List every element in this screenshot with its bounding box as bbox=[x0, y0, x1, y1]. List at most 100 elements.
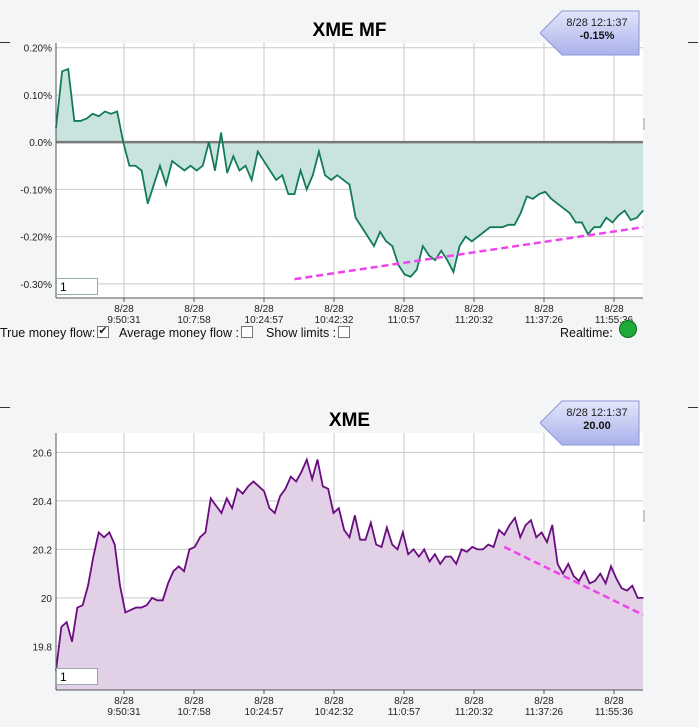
true-money-flow-label: True money flow: bbox=[0, 326, 96, 340]
data-point bbox=[359, 539, 361, 541]
data-point bbox=[146, 604, 148, 606]
chart-title: XME bbox=[328, 410, 371, 431]
y-tick-label: 20.2 bbox=[33, 545, 53, 556]
true-money-flow-checkbox[interactable] bbox=[97, 324, 110, 338]
data-point bbox=[538, 193, 540, 195]
y-tick-label: -0.10% bbox=[20, 185, 52, 196]
data-point bbox=[215, 505, 217, 507]
data-point bbox=[312, 174, 314, 176]
data-point bbox=[391, 543, 393, 546]
data-point bbox=[61, 70, 63, 72]
data-point bbox=[418, 556, 420, 558]
x-tick-date: 8/28 bbox=[604, 696, 624, 707]
data-point bbox=[525, 524, 527, 526]
data-point bbox=[513, 224, 516, 226]
data-point bbox=[252, 480, 255, 483]
data-point bbox=[188, 548, 191, 550]
data-point bbox=[370, 522, 372, 524]
data-point bbox=[232, 155, 234, 157]
data-point bbox=[202, 165, 204, 167]
y-tick-label: 0.10% bbox=[24, 91, 52, 102]
data-point bbox=[348, 184, 351, 186]
x-tick-time: 11:20:32 bbox=[455, 707, 494, 718]
y-tick-label: 0.20% bbox=[24, 44, 52, 55]
data-point bbox=[299, 169, 302, 172]
x-tick-date: 8/28 bbox=[114, 696, 134, 707]
data-point bbox=[508, 524, 511, 526]
data-point bbox=[610, 565, 612, 567]
data-point bbox=[279, 495, 281, 497]
data-point bbox=[98, 531, 100, 534]
data-point bbox=[594, 580, 596, 582]
data-point bbox=[348, 536, 351, 538]
data-point bbox=[330, 179, 332, 181]
data-point bbox=[483, 231, 485, 233]
average-money-flow-checkbox[interactable] bbox=[240, 326, 253, 338]
x-tick-date: 8/28 bbox=[324, 304, 344, 315]
data-point bbox=[140, 606, 142, 609]
x-tick-date: 8/28 bbox=[184, 696, 204, 707]
trend-line bbox=[294, 225, 644, 281]
data-point bbox=[354, 514, 356, 517]
realtime-value: 20.00 bbox=[583, 420, 611, 432]
data-point bbox=[495, 226, 497, 228]
range-input[interactable] bbox=[56, 278, 98, 295]
price-panel: 20.6 20.4 20.2 20 19.8 8/28 9:50:31 8/28 10:7:58… bbox=[0, 380, 699, 727]
data-point bbox=[458, 245, 461, 247]
data-point bbox=[108, 531, 110, 534]
data-point bbox=[615, 577, 617, 580]
data-point bbox=[268, 507, 271, 509]
data-point bbox=[204, 531, 207, 534]
data-point bbox=[231, 507, 233, 509]
data-point bbox=[526, 195, 528, 198]
money-flow-chart: 0.20%0.10%0.0%-0.10%-0.20%-0.30%8/289:50… bbox=[20, 43, 645, 326]
data-point bbox=[460, 548, 463, 550]
data-point bbox=[290, 476, 292, 478]
data-point bbox=[247, 485, 249, 487]
x-tick-time: 10:42:32 bbox=[315, 707, 354, 718]
data-point bbox=[110, 113, 112, 115]
data-point bbox=[465, 236, 467, 238]
data-point bbox=[637, 597, 639, 599]
data-point bbox=[306, 459, 308, 461]
trend-line bbox=[503, 545, 644, 616]
left-arrow-icon bbox=[540, 400, 640, 446]
realtime-value: -0.15% bbox=[579, 30, 615, 42]
data-point bbox=[631, 585, 633, 587]
realtime-status-indicator[interactable] bbox=[619, 320, 637, 338]
data-point bbox=[171, 160, 173, 162]
data-point bbox=[444, 556, 447, 558]
show-limits-checkbox[interactable] bbox=[338, 326, 351, 338]
data-point bbox=[134, 165, 137, 167]
data-point bbox=[556, 202, 559, 205]
corner-mark bbox=[0, 407, 10, 408]
data-point bbox=[92, 113, 94, 115]
data-point bbox=[605, 217, 607, 219]
data-point bbox=[567, 563, 569, 565]
x-tick-date: 8/28 bbox=[394, 696, 414, 707]
data-point bbox=[636, 217, 638, 219]
data-point bbox=[373, 245, 375, 247]
y-tick-label: 0.0% bbox=[29, 138, 52, 149]
data-point bbox=[380, 546, 383, 548]
data-point bbox=[599, 226, 601, 228]
data-point bbox=[546, 541, 548, 543]
data-point bbox=[183, 570, 185, 572]
x-tick-date: 8/28 bbox=[604, 304, 624, 315]
data-point bbox=[73, 120, 75, 122]
data-point bbox=[92, 556, 94, 558]
data-point bbox=[124, 611, 126, 614]
data-point bbox=[274, 512, 276, 514]
x-tick-time: 11:55:36 bbox=[595, 707, 634, 718]
data-point bbox=[501, 226, 503, 228]
corner-mark bbox=[0, 42, 10, 43]
data-point bbox=[428, 560, 431, 563]
data-point bbox=[532, 198, 534, 200]
data-point bbox=[530, 519, 532, 521]
range-input[interactable] bbox=[56, 668, 98, 685]
data-point bbox=[503, 534, 505, 536]
data-point bbox=[251, 179, 253, 181]
data-point bbox=[439, 563, 441, 565]
data-point bbox=[284, 488, 287, 490]
data-point bbox=[507, 224, 510, 226]
